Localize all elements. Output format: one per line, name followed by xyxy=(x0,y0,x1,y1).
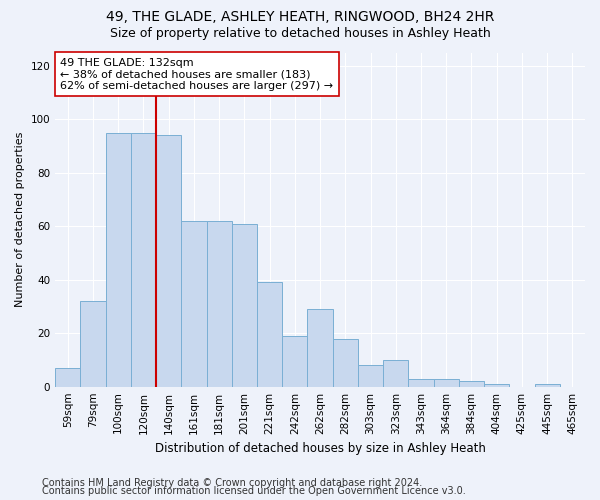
Bar xyxy=(257,282,282,387)
Bar xyxy=(80,301,106,386)
Bar xyxy=(307,309,332,386)
Bar xyxy=(484,384,509,386)
Text: Contains public sector information licensed under the Open Government Licence v3: Contains public sector information licen… xyxy=(42,486,466,496)
Bar xyxy=(332,338,358,386)
Text: Size of property relative to detached houses in Ashley Heath: Size of property relative to detached ho… xyxy=(110,28,490,40)
Bar xyxy=(434,378,459,386)
Bar xyxy=(535,384,560,386)
Bar xyxy=(181,221,206,386)
Bar xyxy=(409,378,434,386)
X-axis label: Distribution of detached houses by size in Ashley Heath: Distribution of detached houses by size … xyxy=(155,442,485,455)
Bar xyxy=(358,366,383,386)
Bar xyxy=(459,382,484,386)
Bar xyxy=(383,360,409,386)
Bar xyxy=(131,132,156,386)
Text: Contains HM Land Registry data © Crown copyright and database right 2024.: Contains HM Land Registry data © Crown c… xyxy=(42,478,422,488)
Bar xyxy=(156,136,181,386)
Bar xyxy=(282,336,307,386)
Text: 49 THE GLADE: 132sqm
← 38% of detached houses are smaller (183)
62% of semi-deta: 49 THE GLADE: 132sqm ← 38% of detached h… xyxy=(61,58,334,90)
Bar xyxy=(106,132,131,386)
Bar xyxy=(206,221,232,386)
Bar xyxy=(232,224,257,386)
Bar xyxy=(55,368,80,386)
Y-axis label: Number of detached properties: Number of detached properties xyxy=(15,132,25,308)
Text: 49, THE GLADE, ASHLEY HEATH, RINGWOOD, BH24 2HR: 49, THE GLADE, ASHLEY HEATH, RINGWOOD, B… xyxy=(106,10,494,24)
